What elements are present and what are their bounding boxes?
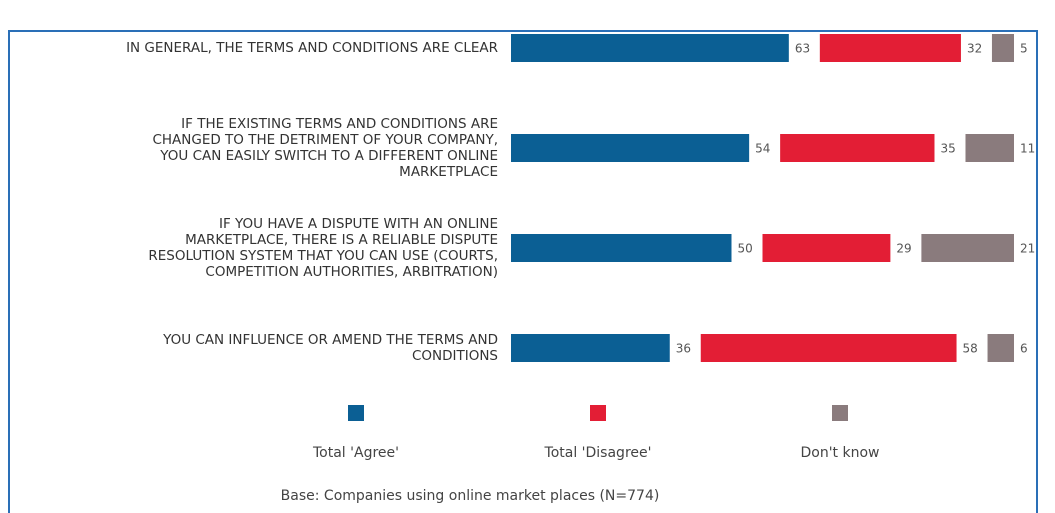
value-label: 6: [1020, 342, 1028, 356]
bar: [700, 334, 957, 362]
category-label: IF YOU HAVE A DISPUTE WITH AN ONLINE MAR…: [148, 216, 498, 280]
value-label: 35: [940, 142, 955, 156]
category-label: IF THE EXISTING TERMS AND CONDITIONS ARE…: [152, 116, 498, 180]
bar: [511, 134, 750, 162]
bar: [511, 334, 670, 362]
bar: [511, 34, 789, 62]
legend-label: Don't know: [800, 445, 879, 461]
legend-label: Total 'Disagree': [544, 445, 652, 461]
value-label: 36: [676, 342, 691, 356]
bar: [987, 334, 1014, 362]
value-label: 32: [967, 42, 982, 56]
value-label: 11: [1020, 142, 1035, 156]
bar: [965, 134, 1014, 162]
bar: [511, 234, 732, 262]
value-label: 63: [795, 42, 810, 56]
value-label: 5: [1020, 42, 1028, 56]
value-label: 58: [963, 342, 978, 356]
bar: [991, 34, 1014, 62]
category-label: YOU CAN INFLUENCE OR AMEND THE TERMS AND…: [163, 332, 498, 364]
legend-label: Total 'Agree': [312, 445, 399, 461]
bar: [762, 234, 891, 262]
chart-frame: [8, 30, 1038, 513]
legend-swatch: [590, 405, 606, 421]
value-label: 54: [755, 142, 770, 156]
value-label: 29: [896, 242, 911, 256]
base-note: Base: Companies using online market plac…: [281, 488, 660, 504]
bar: [780, 134, 935, 162]
value-label: 21: [1020, 242, 1035, 256]
legend-swatch: [832, 405, 848, 421]
category-label: IN GENERAL, THE TERMS AND CONDITIONS ARE…: [126, 40, 498, 56]
bar: [819, 34, 961, 62]
bar: [921, 234, 1014, 262]
value-label: 50: [738, 242, 753, 256]
legend-swatch: [348, 405, 364, 421]
